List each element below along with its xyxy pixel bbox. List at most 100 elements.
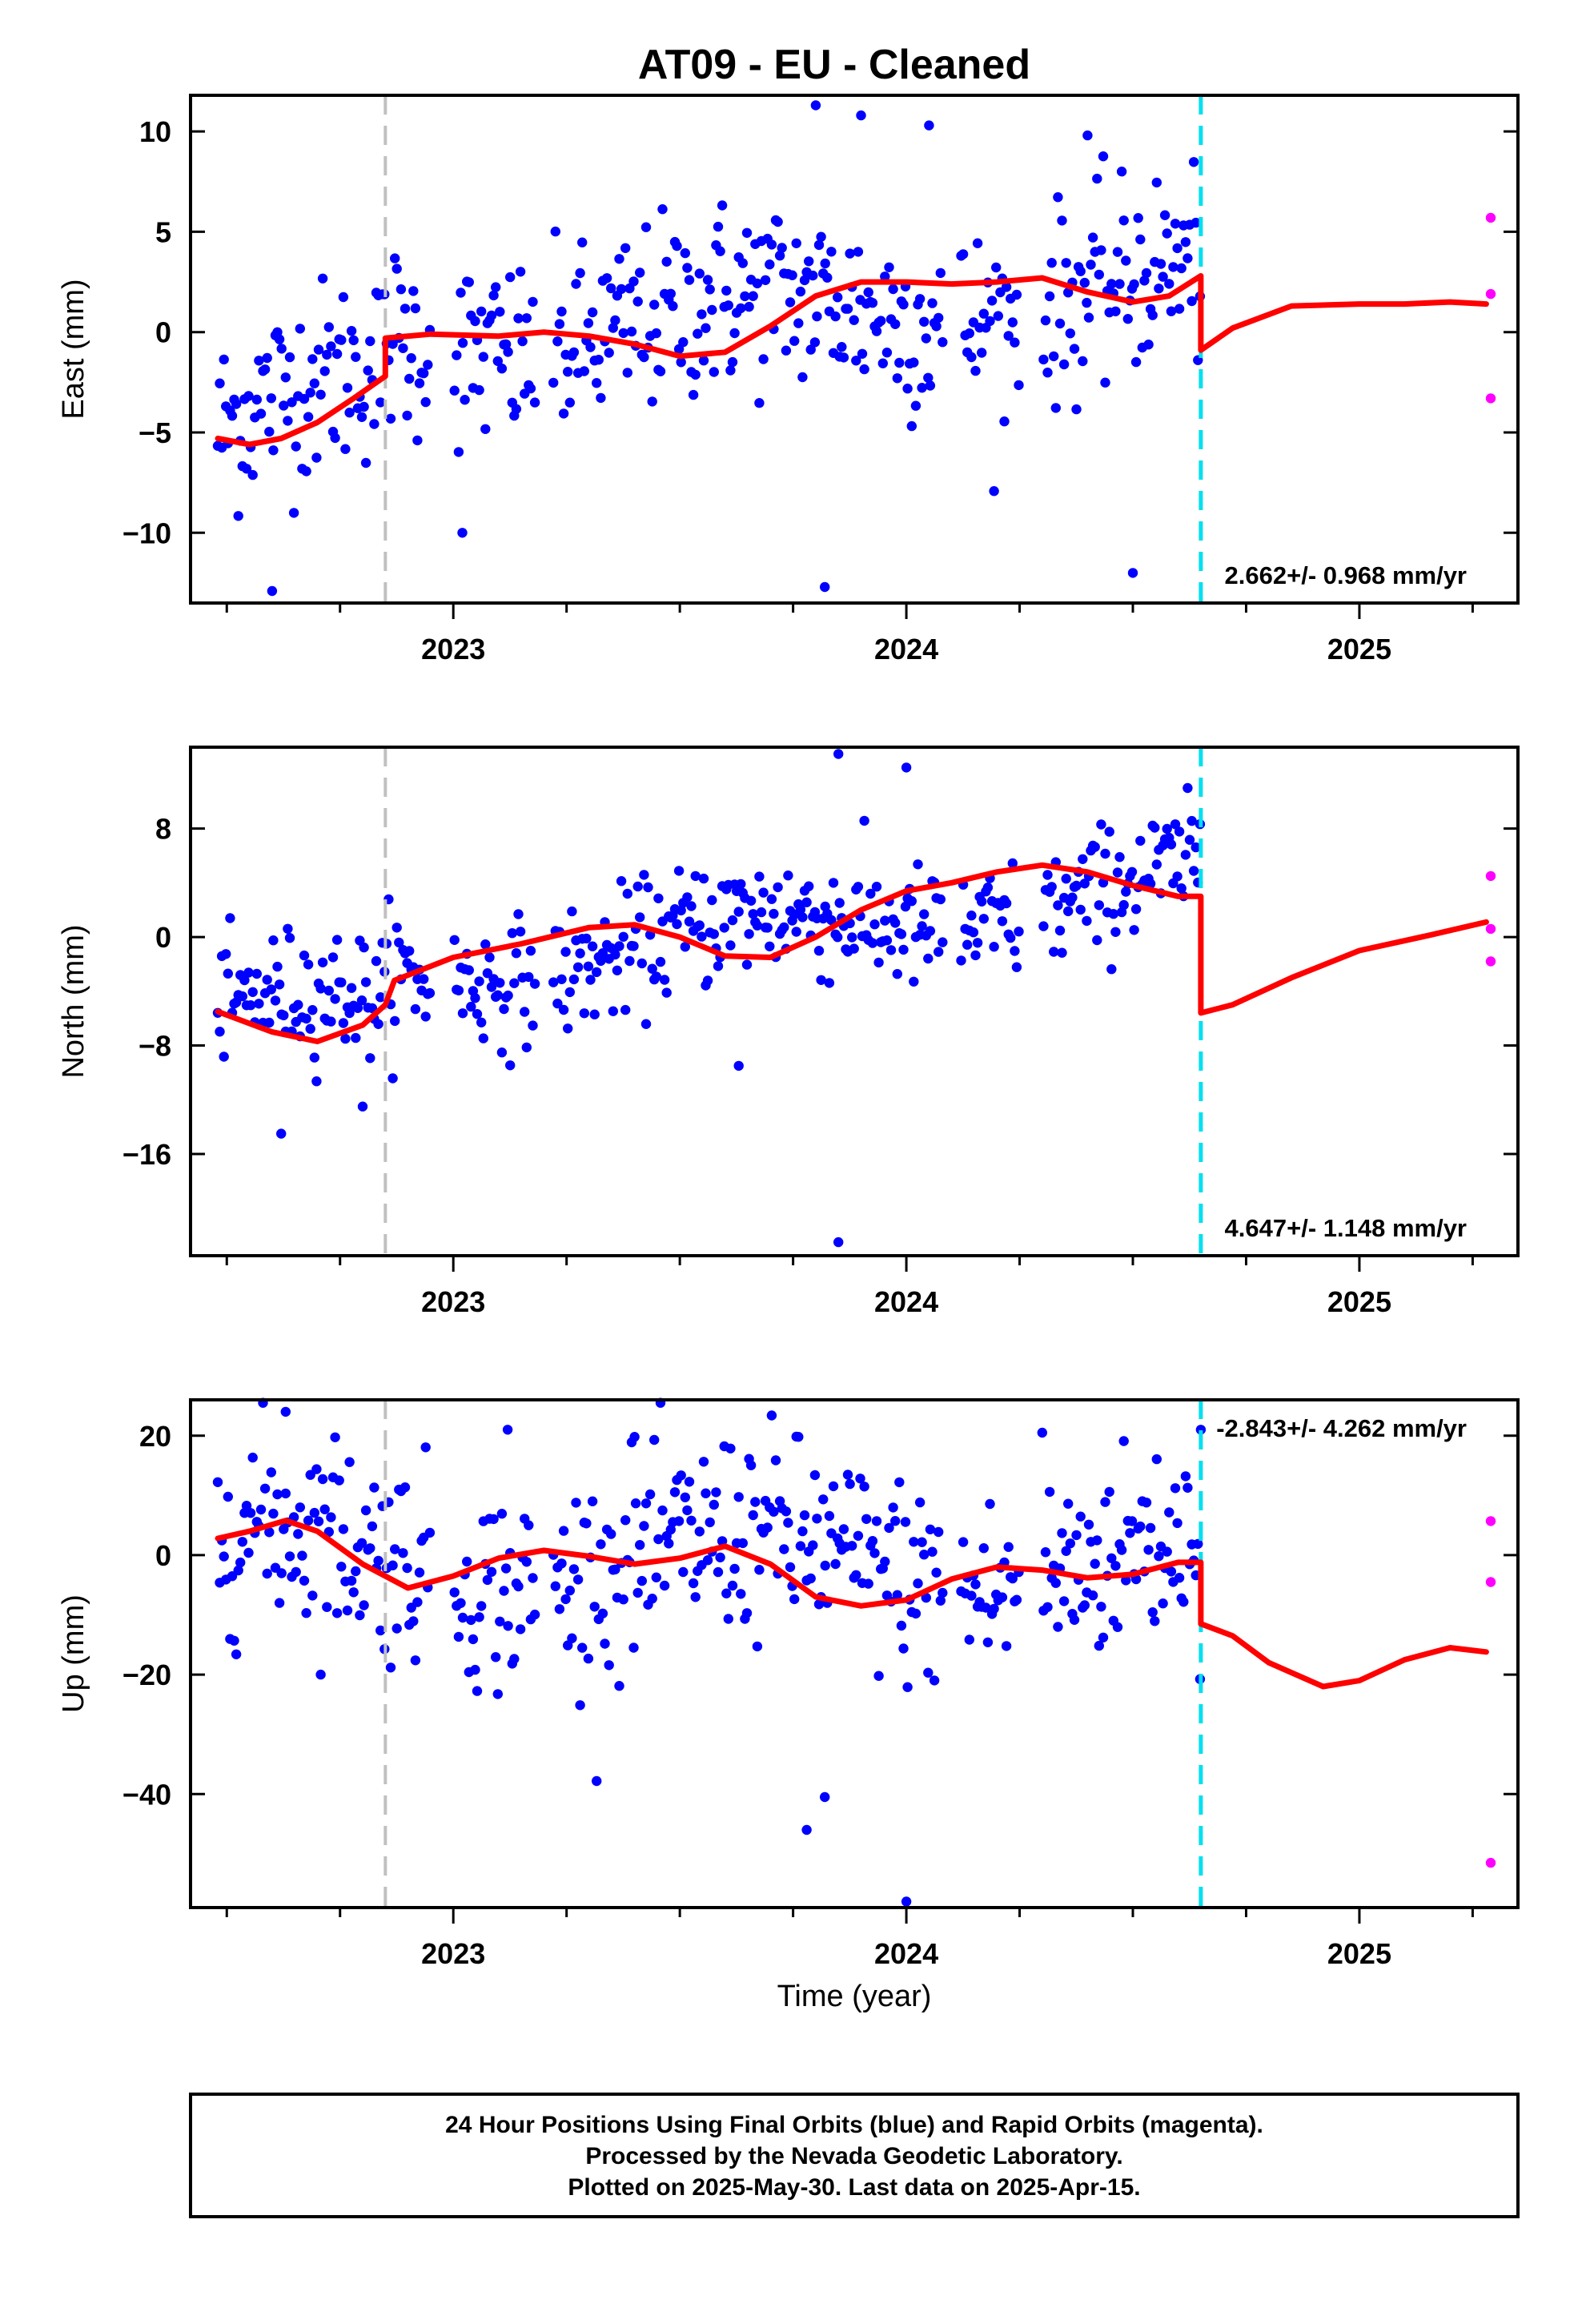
data-point: [344, 408, 355, 418]
data-point: [307, 354, 318, 364]
data-point: [1106, 964, 1117, 975]
data-point: [375, 992, 386, 1003]
data-point: [1094, 269, 1105, 280]
data-point: [495, 307, 505, 317]
data-point: [661, 256, 672, 267]
data-point: [338, 292, 349, 303]
data-point: [651, 1572, 661, 1582]
data-point: [797, 912, 808, 923]
data-point: [816, 231, 826, 242]
data-point: [359, 401, 369, 412]
data-point: [219, 1551, 229, 1562]
data-point: [1054, 925, 1066, 936]
data-point: [1166, 1566, 1177, 1577]
data-point: [1108, 909, 1119, 919]
data-point: [330, 432, 340, 444]
data-point: [606, 1529, 616, 1539]
data-point: [859, 364, 869, 375]
data-point: [331, 1608, 343, 1618]
data-point: [309, 1507, 319, 1518]
data-point: [741, 227, 753, 238]
data-point: [1092, 1535, 1102, 1546]
data-point: [1053, 192, 1063, 203]
data-point: [315, 983, 326, 994]
data-point: [833, 1236, 844, 1248]
data-point: [1195, 1425, 1207, 1435]
data-point: [885, 945, 897, 955]
data-point: [698, 356, 709, 366]
data-point: [223, 968, 233, 979]
data-point: [680, 1492, 690, 1503]
data-point: [554, 319, 565, 329]
data-point: [391, 923, 402, 933]
data-point: [736, 303, 746, 314]
data-point: [255, 408, 267, 419]
data-point: [1104, 1486, 1114, 1498]
data-point: [268, 1508, 279, 1519]
data-point: [676, 905, 686, 916]
data-point: [360, 457, 371, 468]
data-point: [560, 947, 571, 957]
data-point: [1042, 870, 1053, 880]
data-point: [457, 338, 468, 348]
data-point: [610, 315, 620, 326]
data-point: [476, 306, 487, 317]
data-point: [558, 1526, 569, 1536]
data-point: [713, 221, 724, 232]
data-point: [859, 815, 869, 826]
data-point: [556, 306, 567, 317]
data-point: [247, 987, 258, 998]
data-point: [1112, 867, 1123, 878]
data-point: [686, 901, 697, 911]
data-point: [813, 239, 825, 251]
data-point: [678, 337, 689, 348]
data-point: [251, 968, 262, 979]
data-point: [356, 995, 367, 1006]
chart-title: AT09 - EU - Cleaned: [638, 42, 1030, 88]
data-point: [881, 935, 893, 946]
data-point: [673, 1516, 685, 1526]
data-point: [496, 364, 508, 374]
data-point: [284, 1551, 295, 1562]
data-point: [503, 990, 513, 1001]
data-point: [1114, 279, 1125, 289]
data-point: [1143, 340, 1154, 350]
data-point: [1082, 297, 1092, 308]
data-point: [1090, 842, 1100, 852]
data-point: [1014, 927, 1024, 937]
data-point: [301, 466, 311, 476]
data-point: [309, 1052, 319, 1063]
data-point: [319, 366, 330, 376]
data-point: [958, 1537, 969, 1547]
data-point: [871, 1516, 882, 1526]
data-point: [1100, 848, 1110, 859]
data-point: [888, 1502, 898, 1513]
data-point: [628, 276, 639, 287]
data-point: [365, 1053, 375, 1063]
x-tick-label: 2024: [874, 1937, 938, 1970]
data-point: [363, 365, 373, 376]
data-point: [528, 1573, 538, 1583]
data-point: [1075, 1511, 1086, 1522]
data-point: [1147, 310, 1158, 320]
data-point: [723, 300, 733, 311]
data-point: [391, 1623, 402, 1634]
x-tick-label: 2023: [421, 1937, 485, 1970]
data-point: [1182, 782, 1193, 794]
data-point: [288, 508, 299, 518]
data-point: [970, 1579, 981, 1590]
data-point: [1151, 177, 1162, 188]
data-point: [1069, 344, 1080, 354]
data-point: [968, 927, 979, 938]
data-point: [1001, 898, 1012, 909]
data-point: [672, 240, 682, 251]
data-point: [313, 1516, 324, 1527]
data-point: [299, 393, 310, 404]
data-point: [934, 312, 944, 324]
data-point: [581, 1518, 592, 1529]
data-point: [478, 352, 488, 362]
data-point: [797, 372, 808, 383]
data-point: [709, 929, 719, 939]
data-point: [254, 999, 264, 1009]
data-point: [390, 1015, 400, 1027]
